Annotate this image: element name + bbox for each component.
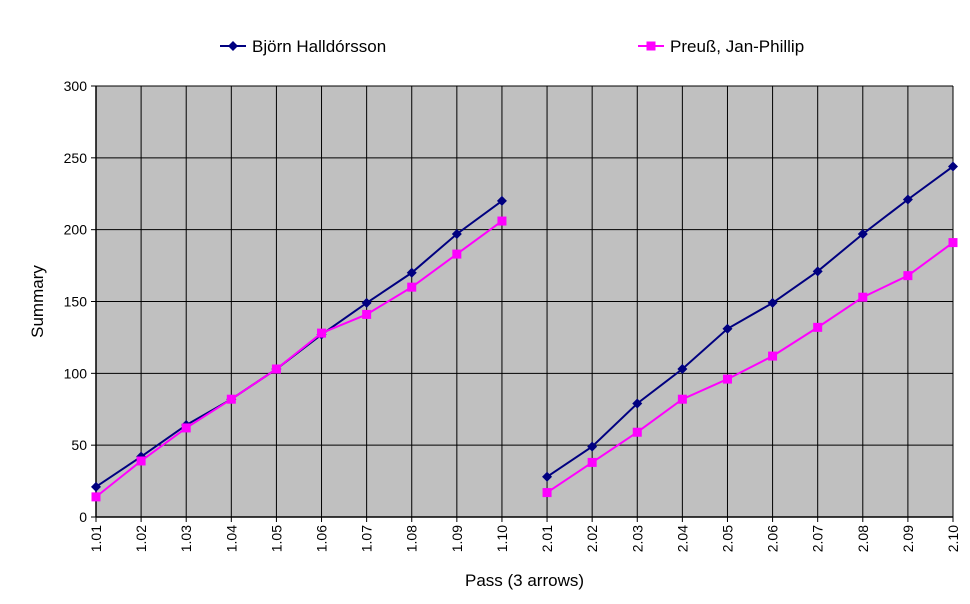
x-tick-label: 1.07	[359, 525, 375, 552]
diamond-marker	[812, 266, 823, 277]
x-tick-label: 1.10	[494, 525, 510, 552]
square-marker	[317, 328, 327, 338]
series-layer	[91, 161, 958, 502]
x-tick-label: 1.09	[449, 525, 465, 552]
diamond-marker	[451, 228, 462, 239]
x-axis-title: Pass (3 arrows)	[465, 571, 584, 590]
legend-label: Preuß, Jan-Phillip	[670, 37, 804, 56]
diamond-marker	[542, 471, 553, 482]
square-marker	[587, 457, 597, 467]
y-tick-label: 250	[64, 150, 88, 166]
square-marker	[226, 394, 236, 404]
square-marker	[497, 216, 507, 226]
square-marker	[632, 427, 642, 437]
square-marker	[768, 351, 778, 361]
diamond-marker	[857, 228, 868, 239]
series-line	[95, 220, 503, 498]
square-marker	[948, 238, 958, 248]
x-tick-label: 1.06	[314, 525, 330, 552]
x-tick-label: 2.04	[674, 525, 690, 552]
series-line	[546, 241, 954, 494]
square-marker	[677, 394, 687, 404]
y-axis-ticks: 0 50 100 150 200 250 300	[64, 78, 96, 525]
legend-item-1: Björn Halldórsson	[220, 37, 386, 56]
diamond-marker	[767, 297, 778, 308]
diamond-marker	[632, 398, 643, 409]
diamond-marker	[361, 297, 372, 308]
diamond-marker	[406, 267, 417, 278]
x-tick-label: 1.04	[223, 525, 239, 552]
square-marker	[362, 309, 372, 319]
y-tick-label: 50	[71, 437, 87, 453]
square-marker	[722, 374, 732, 384]
legend-item-2: Preuß, Jan-Phillip	[638, 37, 804, 56]
square-marker	[181, 423, 191, 433]
legend-label: Björn Halldórsson	[252, 37, 386, 56]
diamond-marker	[91, 481, 101, 492]
x-axis-ticks: 1.01 1.02 1.03 1.04 1.05 1.06 1.07 1.08 1.09 1.10…	[88, 517, 961, 552]
square-marker	[542, 488, 552, 498]
y-tick-label: 300	[64, 78, 88, 94]
diamond-marker	[948, 161, 958, 172]
series-2	[91, 216, 958, 502]
x-tick-label: 1.03	[178, 525, 194, 552]
square-marker	[407, 282, 417, 292]
diamond-marker	[587, 441, 598, 452]
diamond-marker	[677, 364, 688, 375]
x-tick-label: 2.06	[765, 525, 781, 552]
x-tick-label: 1.05	[268, 525, 284, 552]
x-tick-label: 2.09	[900, 525, 916, 552]
x-tick-label: 1.01	[88, 525, 104, 552]
legend: Björn Halldórsson Preuß, Jan-Phillip	[220, 37, 804, 56]
x-tick-label: 2.01	[539, 525, 555, 552]
x-tick-label: 2.08	[855, 525, 871, 552]
square-marker	[136, 456, 146, 466]
y-tick-label: 200	[64, 222, 88, 238]
x-tick-label: 2.02	[584, 525, 600, 552]
square-marker	[452, 249, 462, 259]
square-marker	[858, 292, 868, 302]
x-tick-label: 2.10	[945, 525, 961, 552]
square-marker	[271, 364, 281, 374]
diamond-marker	[722, 323, 733, 334]
y-tick-label: 0	[79, 509, 87, 525]
diamond-marker	[228, 41, 238, 51]
square-marker	[91, 492, 101, 502]
x-tick-label: 2.05	[719, 525, 735, 552]
y-tick-label: 100	[64, 365, 88, 381]
x-tick-label: 2.03	[629, 525, 645, 552]
series-line	[546, 165, 954, 478]
square-marker	[903, 271, 913, 281]
y-tick-label: 150	[64, 294, 88, 310]
diamond-marker	[496, 195, 507, 206]
square-marker	[646, 41, 656, 51]
diamond-marker	[902, 194, 913, 205]
x-tick-label: 1.08	[404, 525, 420, 552]
x-tick-label: 2.07	[810, 525, 826, 552]
square-marker	[813, 322, 823, 332]
y-axis-title: Summary	[28, 265, 47, 338]
x-tick-label: 1.02	[133, 525, 149, 552]
